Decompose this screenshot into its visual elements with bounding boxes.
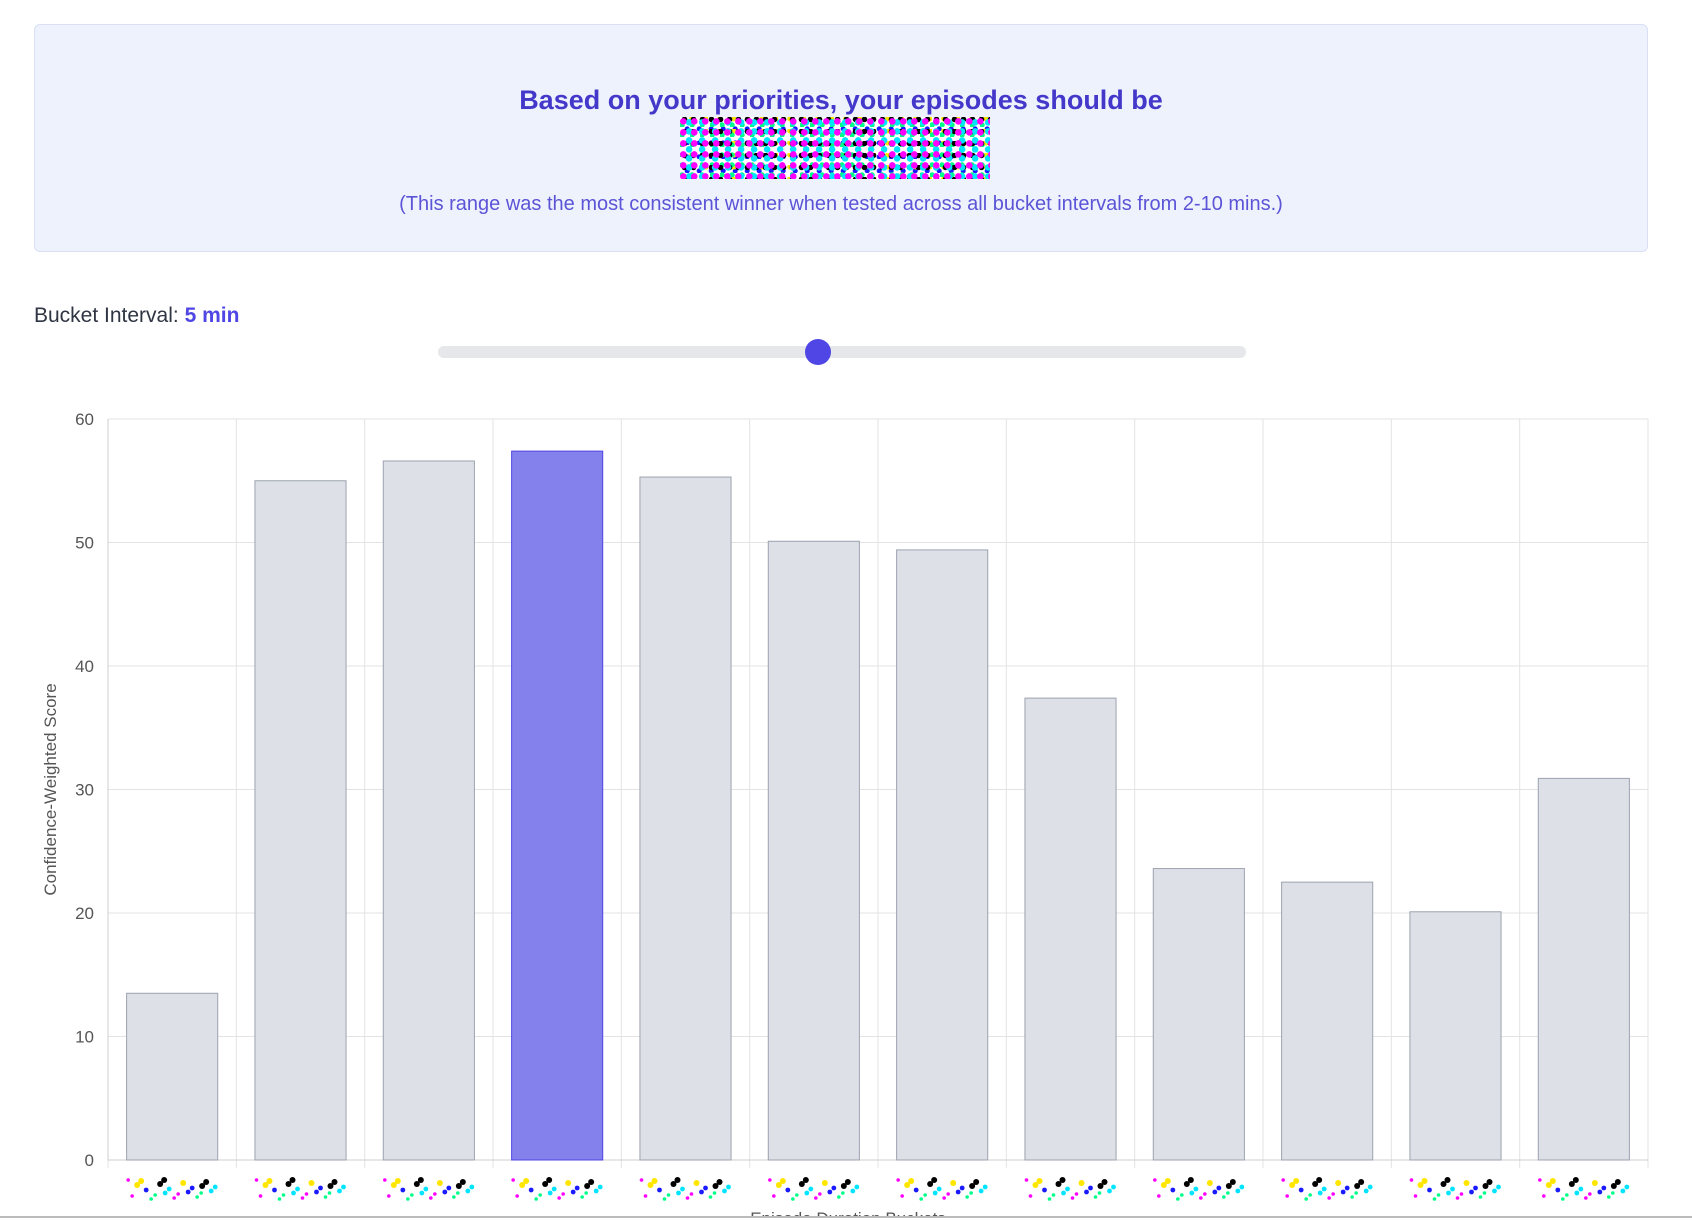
bar [1152,868,1245,1161]
bar [1537,777,1630,1161]
bar [896,549,989,1161]
bar [767,540,860,1161]
bucket-interval-value: 5 min [184,304,240,327]
y-axis-title: Confidence-Weighted Score [41,683,60,895]
y-tick-label: 50 [75,534,94,553]
bar [126,992,219,1161]
bar [1281,881,1374,1161]
bucket-interval-label: Bucket Interval: 5 min [34,304,239,328]
x-tick-label-redacted [896,1177,988,1201]
x-tick-label-redacted [1409,1177,1501,1201]
y-tick-label: 30 [75,781,94,800]
x-axis-title: Episode Duration Buckets [750,1209,946,1216]
slider-thumb[interactable] [804,339,831,365]
bar [254,480,347,1161]
y-tick-label: 40 [75,657,94,676]
x-tick-label-redacted [768,1177,860,1201]
x-tick-label-redacted [254,1177,346,1201]
y-tick-label: 10 [75,1028,94,1047]
recommended-range-redacted [680,117,990,179]
bar [1409,911,1502,1161]
y-tick-label: 0 [85,1151,94,1170]
bar [382,460,475,1161]
x-tick-label-redacted [1024,1177,1116,1201]
x-tick-label-redacted [1281,1177,1373,1201]
bucket-interval-slider[interactable] [438,339,1246,365]
x-tick-label-redacted [126,1177,218,1201]
x-tick-label-redacted [383,1177,475,1201]
bar-highlighted [511,450,604,1161]
score-bar-chart: 0 10 20 30 40 50 60 Confidence-Weighted Score Ep… [41,410,1649,1216]
x-tick-label-redacted [639,1177,731,1201]
recommendation-title: Based on your priorities, your episodes … [519,85,1163,115]
x-tick-label-redacted [1153,1177,1245,1201]
y-tick-label: 20 [75,904,94,923]
y-tick-label: 60 [75,410,94,429]
x-tick-label-redacted [1538,1177,1630,1201]
recommendation-note: (This range was the most consistent winn… [399,193,1283,215]
x-tick-label-redacted [511,1177,603,1201]
bar [1024,697,1117,1161]
bottom-divider [0,1216,1692,1218]
recommendation-banner: Based on your priorities, your episodes … [34,24,1648,252]
bucket-interval-caption: Bucket Interval: [34,304,179,327]
bar [639,476,732,1161]
